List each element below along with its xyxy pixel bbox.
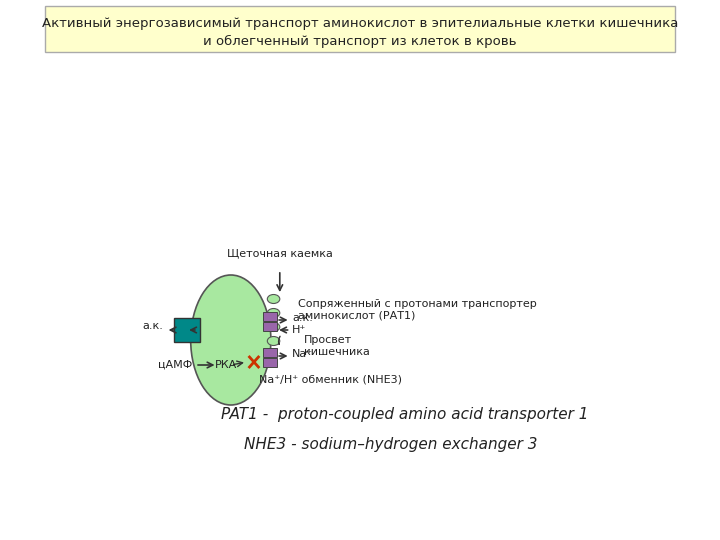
Text: кишечника: кишечника [304, 347, 370, 357]
Text: NHE3 - sodium–hydrogen exchanger 3: NHE3 - sodium–hydrogen exchanger 3 [245, 437, 538, 453]
Ellipse shape [267, 294, 280, 303]
FancyBboxPatch shape [264, 348, 276, 356]
Text: аминокислот (РАТ1): аминокислот (РАТ1) [297, 311, 415, 321]
Ellipse shape [191, 275, 271, 405]
Text: и облегченный транспорт из клеток в кровь: и облегченный транспорт из клеток в кров… [203, 35, 517, 48]
FancyBboxPatch shape [174, 318, 200, 342]
Ellipse shape [267, 308, 280, 318]
Text: а.к.: а.к. [292, 313, 313, 323]
Text: PAT1 -  proton-coupled amino acid transporter 1: PAT1 - proton-coupled amino acid transpo… [221, 408, 588, 422]
Ellipse shape [267, 336, 280, 346]
Text: Na⁺: Na⁺ [292, 349, 313, 359]
Text: цАМФ: цАМФ [158, 360, 192, 370]
FancyBboxPatch shape [264, 321, 276, 330]
Text: а.к.: а.к. [142, 321, 163, 331]
Text: Щеточная каемка: Щеточная каемка [227, 248, 333, 258]
Text: H⁺: H⁺ [292, 325, 307, 335]
Ellipse shape [267, 322, 280, 332]
FancyBboxPatch shape [264, 312, 276, 321]
FancyBboxPatch shape [45, 6, 675, 52]
FancyArrowPatch shape [279, 336, 280, 345]
Text: Na⁺/H⁺ обменник (NHE3): Na⁺/H⁺ обменник (NHE3) [259, 375, 402, 385]
Text: РКА: РКА [215, 360, 238, 370]
Text: Активный энергозависимый транспорт аминокислот в эпителиальные клетки кишечника: Активный энергозависимый транспорт амино… [42, 17, 678, 30]
FancyBboxPatch shape [264, 357, 276, 367]
Text: Просвет: Просвет [304, 335, 352, 345]
Text: Сопряженный с протонами транспортер: Сопряженный с протонами транспортер [297, 299, 536, 309]
